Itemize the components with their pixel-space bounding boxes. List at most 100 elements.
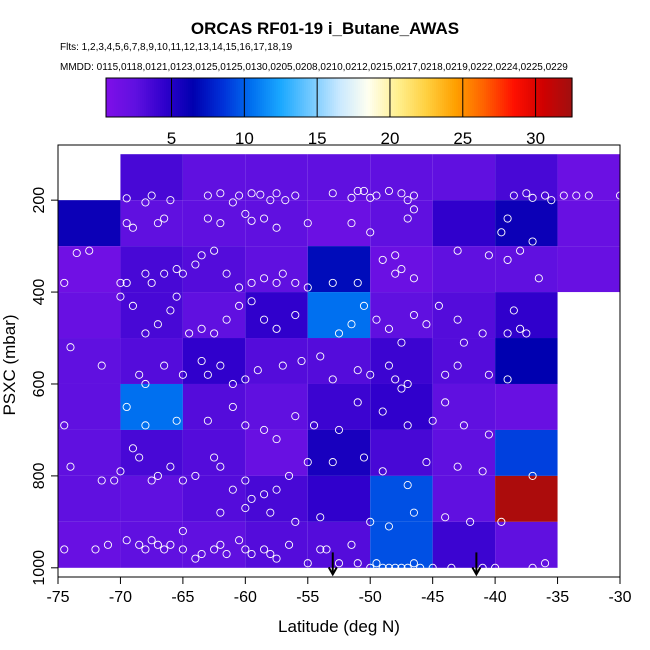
- sample-point: [172, 416, 181, 425]
- heatmap-cells: [58, 154, 620, 568]
- colorbar-segment: [568, 78, 571, 117]
- sample-point: [391, 563, 400, 572]
- sample-point: [147, 191, 156, 200]
- colorbar-segment: [174, 78, 177, 117]
- sample-point: [516, 324, 525, 333]
- colorbar-segment: [456, 78, 459, 117]
- sample-point: [541, 559, 550, 568]
- arrow-markers: [327, 552, 482, 577]
- sample-point: [347, 540, 356, 549]
- sample-point: [247, 494, 256, 503]
- sample-point: [378, 563, 387, 572]
- sample-point: [191, 471, 200, 480]
- sample-point: [372, 315, 381, 324]
- colorbar-segment: [472, 78, 475, 117]
- colorbar-segment: [218, 78, 221, 117]
- colorbar-segment: [418, 78, 421, 117]
- colorbar-segment: [486, 78, 489, 117]
- colorbar-segment: [432, 78, 435, 117]
- colorbar-segment: [420, 78, 423, 117]
- colorbar-segment: [164, 78, 167, 117]
- sample-point: [216, 189, 225, 198]
- sample-point: [409, 559, 418, 568]
- heatmap-cell: [307, 200, 371, 247]
- colorbar-segment: [336, 78, 339, 117]
- colorbar-segment: [354, 78, 357, 117]
- sample-point: [534, 274, 543, 283]
- sample-point: [128, 301, 137, 310]
- sample-point: [228, 485, 237, 494]
- colorbar-segment: [192, 78, 195, 117]
- colorbar-segment: [166, 78, 169, 117]
- colorbar-segment: [438, 78, 441, 117]
- sample-point: [391, 251, 400, 260]
- heatmap-cell: [182, 292, 246, 339]
- heatmap-cell: [58, 292, 121, 339]
- sample-point: [453, 361, 462, 370]
- colorbar-tick-label: 10: [235, 129, 254, 148]
- colorbar-segment: [552, 78, 555, 117]
- colorbar-segment: [554, 78, 557, 117]
- flights-list: Flts: 1,2,3,4,5,6,7,8,9,10,11,12,13,14,1…: [60, 42, 293, 53]
- sample-point: [409, 191, 418, 200]
- colorbar-segment: [154, 78, 157, 117]
- sample-point: [128, 223, 137, 232]
- colorbar-segment: [136, 78, 139, 117]
- sample-point: [235, 536, 244, 545]
- colorbar-segment: [448, 78, 451, 117]
- colorbar-segment: [186, 78, 189, 117]
- colorbar-segment: [344, 78, 347, 117]
- colorbar-segment: [172, 78, 175, 117]
- colorbar-segment: [288, 78, 291, 117]
- colorbar-segment: [292, 78, 295, 117]
- colorbar-segment: [272, 78, 275, 117]
- sample-point: [359, 453, 369, 462]
- sample-point: [378, 407, 387, 416]
- sample-point: [60, 545, 69, 554]
- heatmap-cell: [495, 383, 558, 430]
- sample-point: [528, 471, 537, 480]
- colorbar-segment: [386, 78, 389, 117]
- heatmap-cell: [182, 338, 246, 384]
- sample-point: [484, 430, 493, 439]
- sample-point: [141, 421, 150, 430]
- colorbar-segment: [188, 78, 191, 117]
- sample-point: [222, 315, 231, 324]
- colorbar-segment: [134, 78, 137, 117]
- sample-point: [347, 320, 356, 329]
- y-axis: 200 400 600 800 1000: [31, 187, 59, 586]
- sample-point: [153, 320, 162, 329]
- colorbar-segment: [228, 78, 231, 117]
- sample-point: [441, 513, 450, 522]
- sample-point: [197, 549, 206, 559]
- heatmap-cell: [245, 338, 308, 384]
- colorbar: 5 10 15 20 25 30: [105, 77, 573, 148]
- sample-point: [503, 214, 512, 223]
- sample-point: [166, 462, 175, 471]
- sample-point: [247, 549, 256, 559]
- heatmap-cell: [245, 200, 308, 247]
- sample-point: [522, 189, 531, 198]
- sample-point: [434, 301, 443, 310]
- colorbar-segment: [376, 78, 379, 117]
- sample-point: [353, 559, 362, 568]
- sample-point: [353, 398, 362, 407]
- colorbar-segment: [334, 78, 337, 117]
- y-tick-label: 1000: [31, 550, 48, 586]
- sample-point: [160, 269, 169, 278]
- sample-point: [397, 189, 406, 198]
- sample-point: [272, 278, 281, 287]
- sample-point: [359, 301, 369, 310]
- sample-point: [241, 476, 250, 485]
- sample-point: [272, 485, 281, 494]
- colorbar-segment: [434, 78, 437, 117]
- sample-point: [166, 196, 175, 205]
- colorbar-segment: [222, 78, 225, 117]
- sample-point: [484, 370, 493, 379]
- heatmap-cell: [245, 521, 308, 568]
- heatmap-cell: [120, 154, 183, 201]
- sample-point: [253, 366, 262, 375]
- sample-point: [141, 545, 150, 554]
- sample-point: [97, 476, 106, 485]
- sample-point: [210, 246, 219, 255]
